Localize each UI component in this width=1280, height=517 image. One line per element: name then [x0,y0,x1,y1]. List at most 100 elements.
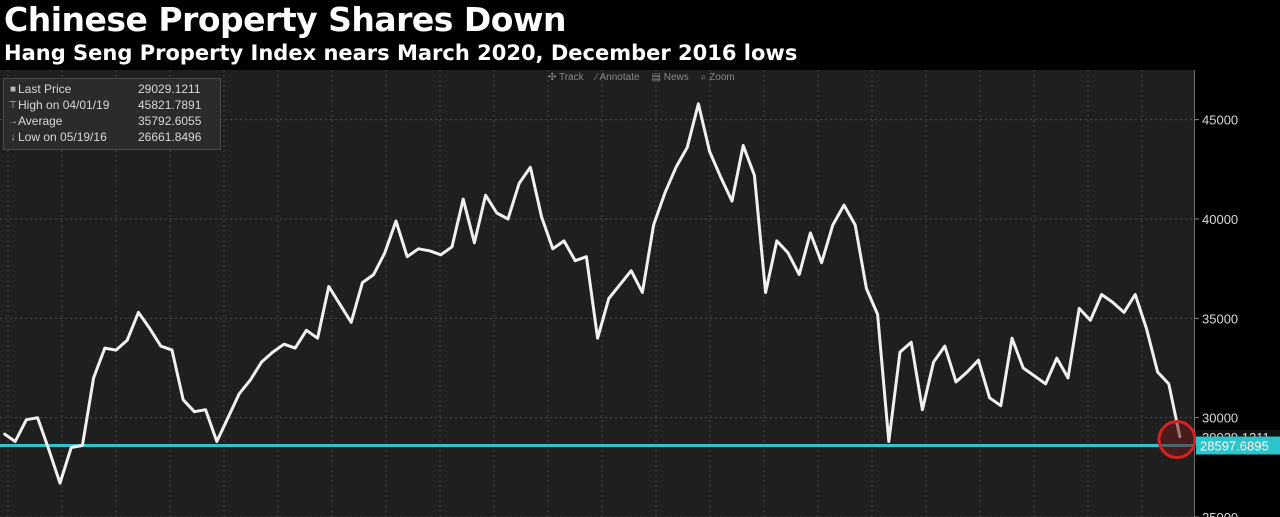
y-axis: 25000 30000 35000 40000 45000 [1194,113,1238,517]
data-point [339,303,341,306]
data-point [372,273,375,276]
data-point [809,232,812,234]
data-point [820,261,823,264]
data-point [675,166,677,169]
data-point [272,351,274,353]
data-point [1033,375,1036,377]
track-button[interactable]: ✣ Track [548,72,584,83]
data-point [899,351,901,353]
data-point [104,347,106,349]
data-point [137,311,140,314]
chart-toolbar: ✣ Track ⁄ Annotate ▤ News ⌕ Zoom [548,72,735,86]
data-point [462,198,465,200]
data-point [25,418,28,421]
zoom-button[interactable]: ⌕ Zoom [700,72,735,83]
data-point [910,341,912,343]
data-point [171,349,173,351]
data-point [966,371,968,373]
data-point [14,440,16,443]
data-point [507,218,509,220]
news-button[interactable]: ▤ News [651,72,689,83]
data-point [518,182,520,185]
data-point [3,432,5,435]
data-point [384,251,386,254]
data-point [204,408,207,411]
data-point [1056,357,1058,359]
data-point [193,410,196,413]
data-point [854,224,856,226]
data-point [1089,319,1092,322]
data-point [328,285,330,288]
data-point [798,273,800,276]
data-point [148,327,151,330]
data-point [227,416,229,419]
data-point [428,249,431,252]
data-point [641,291,644,294]
data-point [1168,383,1170,385]
data-point [1011,337,1013,340]
data-point [720,176,722,179]
legend-row-last-price: ■ Last Price 29029.1211 [8,81,216,97]
data-point [283,343,285,345]
y-tick-label: 40000 [1202,212,1238,227]
legend-label: Last Price [18,82,72,96]
y-tick-label: 45000 [1202,113,1238,128]
data-point [865,287,868,290]
data-point [1156,371,1159,373]
data-point [955,381,957,383]
data-point [888,440,890,443]
data-point [619,283,621,286]
data-point [451,246,453,248]
data-point [216,440,218,443]
data-point [708,150,711,153]
data-point [686,146,688,149]
data-point [1022,367,1024,369]
legend-value: 45821.7891 [138,98,202,112]
data-point [238,393,240,395]
chart-subtitle: Hang Seng Property Index nears March 202… [4,41,798,65]
data-point [944,345,946,347]
data-point [1123,311,1125,314]
data-point [977,359,980,361]
data-point [664,192,666,194]
data-point [406,255,409,258]
data-point [932,361,935,363]
data-point [731,200,733,202]
data-point [473,242,476,244]
data-point [1078,307,1080,310]
legend-row-low: ↓ Low on 05/19/16 26661.8496 [8,129,216,145]
data-point [988,397,991,399]
legend-value: 29029.1211 [138,82,201,96]
y-tick-label: 30000 [1202,411,1238,426]
data-point [540,216,543,218]
data-point [776,240,778,242]
data-point [496,212,498,214]
grid-lines [0,70,1194,517]
data-point [395,220,397,222]
data-point [249,379,252,381]
data-point [630,269,632,272]
legend-label: High on 04/01/19 [18,98,110,112]
legend-label: Average [18,114,63,128]
data-point [787,251,789,254]
data-point [160,345,162,347]
data-point [350,321,353,324]
data-point [552,248,554,250]
support-price-tag: 28597.6895 [1196,436,1280,455]
data-point [1134,293,1136,296]
data-point [764,291,767,294]
data-point [1145,327,1148,330]
average-marker-icon: → [8,115,18,127]
data-point [876,313,879,316]
data-point [260,361,263,363]
support-price-label: 28597.6895 [1200,439,1269,454]
data-point [305,329,308,332]
legend-row-average: → Average 35792.6055 [8,113,216,129]
data-point [81,444,84,447]
data-point [529,166,532,169]
chart-title: Chinese Property Shares Down [4,0,566,39]
data-point [92,377,95,379]
data-point [1000,404,1002,407]
annotate-button[interactable]: ⁄ Annotate [595,72,640,83]
data-point [921,408,924,411]
